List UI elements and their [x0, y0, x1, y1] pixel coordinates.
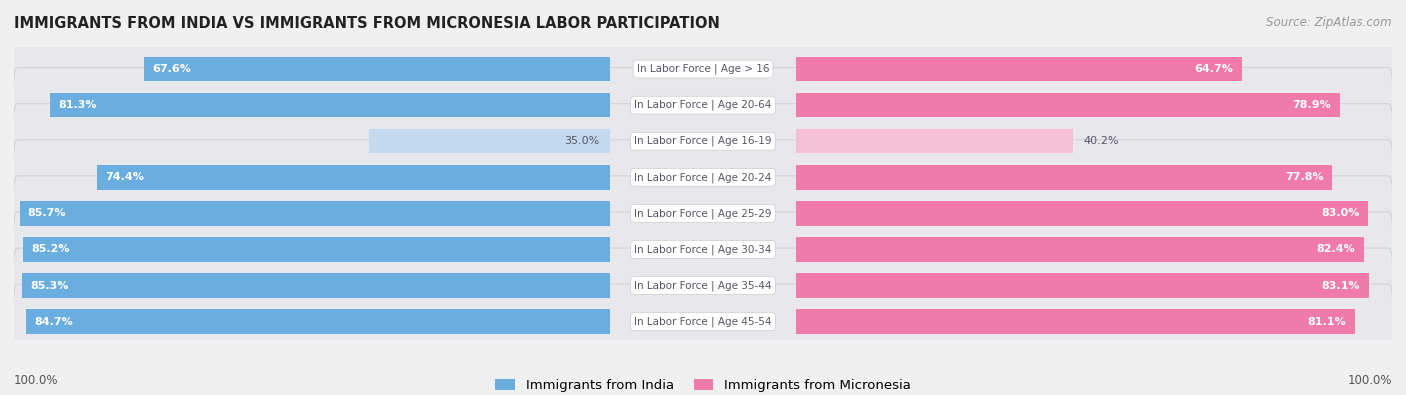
Text: 85.2%: 85.2%	[31, 245, 70, 254]
Text: In Labor Force | Age 20-24: In Labor Force | Age 20-24	[634, 172, 772, 182]
Bar	[796, 93, 1340, 117]
Text: 83.0%: 83.0%	[1322, 209, 1360, 218]
FancyBboxPatch shape	[14, 140, 1392, 215]
Bar	[145, 57, 610, 81]
Text: 81.3%: 81.3%	[58, 100, 97, 110]
Text: 100.0%: 100.0%	[14, 374, 59, 387]
Text: 67.6%: 67.6%	[152, 64, 191, 74]
FancyBboxPatch shape	[14, 212, 1392, 287]
Text: In Labor Force | Age 25-29: In Labor Force | Age 25-29	[634, 208, 772, 219]
Bar	[22, 237, 610, 262]
Text: In Labor Force | Age > 16: In Labor Force | Age > 16	[637, 64, 769, 74]
Text: 85.7%: 85.7%	[28, 209, 66, 218]
Bar	[796, 57, 1241, 81]
Bar	[368, 129, 610, 154]
Text: 74.4%: 74.4%	[105, 172, 145, 182]
Text: 35.0%: 35.0%	[564, 136, 599, 146]
Text: In Labor Force | Age 20-64: In Labor Force | Age 20-64	[634, 100, 772, 110]
FancyBboxPatch shape	[14, 104, 1392, 179]
Bar	[796, 165, 1331, 190]
Text: 100.0%: 100.0%	[1347, 374, 1392, 387]
Bar	[22, 273, 610, 298]
FancyBboxPatch shape	[14, 284, 1392, 359]
FancyBboxPatch shape	[14, 248, 1392, 323]
Legend: Immigrants from India, Immigrants from Micronesia: Immigrants from India, Immigrants from M…	[489, 374, 917, 395]
Bar	[796, 129, 1073, 154]
Bar	[796, 201, 1368, 226]
Bar	[796, 309, 1355, 334]
Text: 40.2%: 40.2%	[1083, 136, 1119, 146]
Text: 84.7%: 84.7%	[35, 317, 73, 327]
Bar	[49, 93, 610, 117]
Text: 81.1%: 81.1%	[1308, 317, 1347, 327]
Bar	[20, 201, 610, 226]
FancyBboxPatch shape	[14, 32, 1392, 107]
Text: 83.1%: 83.1%	[1322, 280, 1360, 291]
Text: In Labor Force | Age 30-34: In Labor Force | Age 30-34	[634, 244, 772, 255]
Text: Source: ZipAtlas.com: Source: ZipAtlas.com	[1267, 16, 1392, 29]
Bar	[97, 165, 610, 190]
Text: 77.8%: 77.8%	[1285, 172, 1323, 182]
FancyBboxPatch shape	[14, 68, 1392, 143]
Bar	[27, 309, 610, 334]
Text: 85.3%: 85.3%	[31, 280, 69, 291]
Text: In Labor Force | Age 35-44: In Labor Force | Age 35-44	[634, 280, 772, 291]
Bar	[796, 273, 1368, 298]
Text: In Labor Force | Age 16-19: In Labor Force | Age 16-19	[634, 136, 772, 147]
Text: 64.7%: 64.7%	[1195, 64, 1233, 74]
FancyBboxPatch shape	[14, 176, 1392, 251]
Text: IMMIGRANTS FROM INDIA VS IMMIGRANTS FROM MICRONESIA LABOR PARTICIPATION: IMMIGRANTS FROM INDIA VS IMMIGRANTS FROM…	[14, 16, 720, 31]
Text: 82.4%: 82.4%	[1316, 245, 1355, 254]
Bar	[796, 237, 1364, 262]
Text: 78.9%: 78.9%	[1292, 100, 1331, 110]
Text: In Labor Force | Age 45-54: In Labor Force | Age 45-54	[634, 316, 772, 327]
